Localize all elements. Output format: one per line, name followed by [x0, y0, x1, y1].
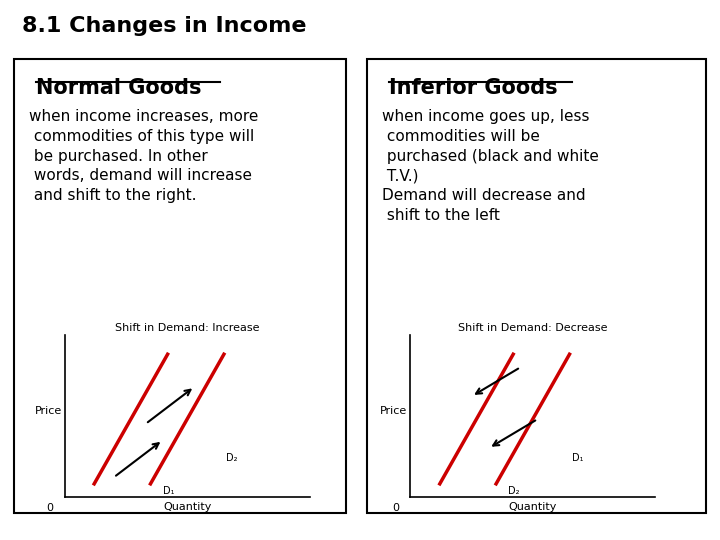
Text: 0: 0 [392, 503, 399, 513]
Text: Normal Goods: Normal Goods [36, 78, 202, 98]
Text: D₁: D₁ [163, 485, 174, 496]
FancyBboxPatch shape [14, 59, 346, 513]
Y-axis label: Price: Price [35, 406, 62, 416]
Y-axis label: Price: Price [380, 406, 408, 416]
Text: Inferior Goods: Inferior Goods [389, 78, 557, 98]
Text: when income increases, more
 commodities of this type will
 be purchased. In oth: when income increases, more commodities … [29, 109, 258, 203]
FancyBboxPatch shape [367, 59, 706, 513]
Text: D₂: D₂ [226, 453, 238, 463]
Text: D₂: D₂ [508, 485, 520, 496]
Text: 8.1 Changes in Income: 8.1 Changes in Income [22, 16, 306, 36]
Title: Shift in Demand: Increase: Shift in Demand: Increase [115, 322, 259, 333]
X-axis label: Quantity: Quantity [508, 502, 557, 512]
Text: 0: 0 [47, 503, 53, 513]
Text: D₁: D₁ [572, 453, 583, 463]
X-axis label: Quantity: Quantity [163, 502, 212, 512]
Title: Shift in Demand: Decrease: Shift in Demand: Decrease [458, 322, 608, 333]
Text: when income goes up, less
 commodities will be
 purchased (black and white
 T.V.: when income goes up, less commodities wi… [382, 109, 598, 223]
